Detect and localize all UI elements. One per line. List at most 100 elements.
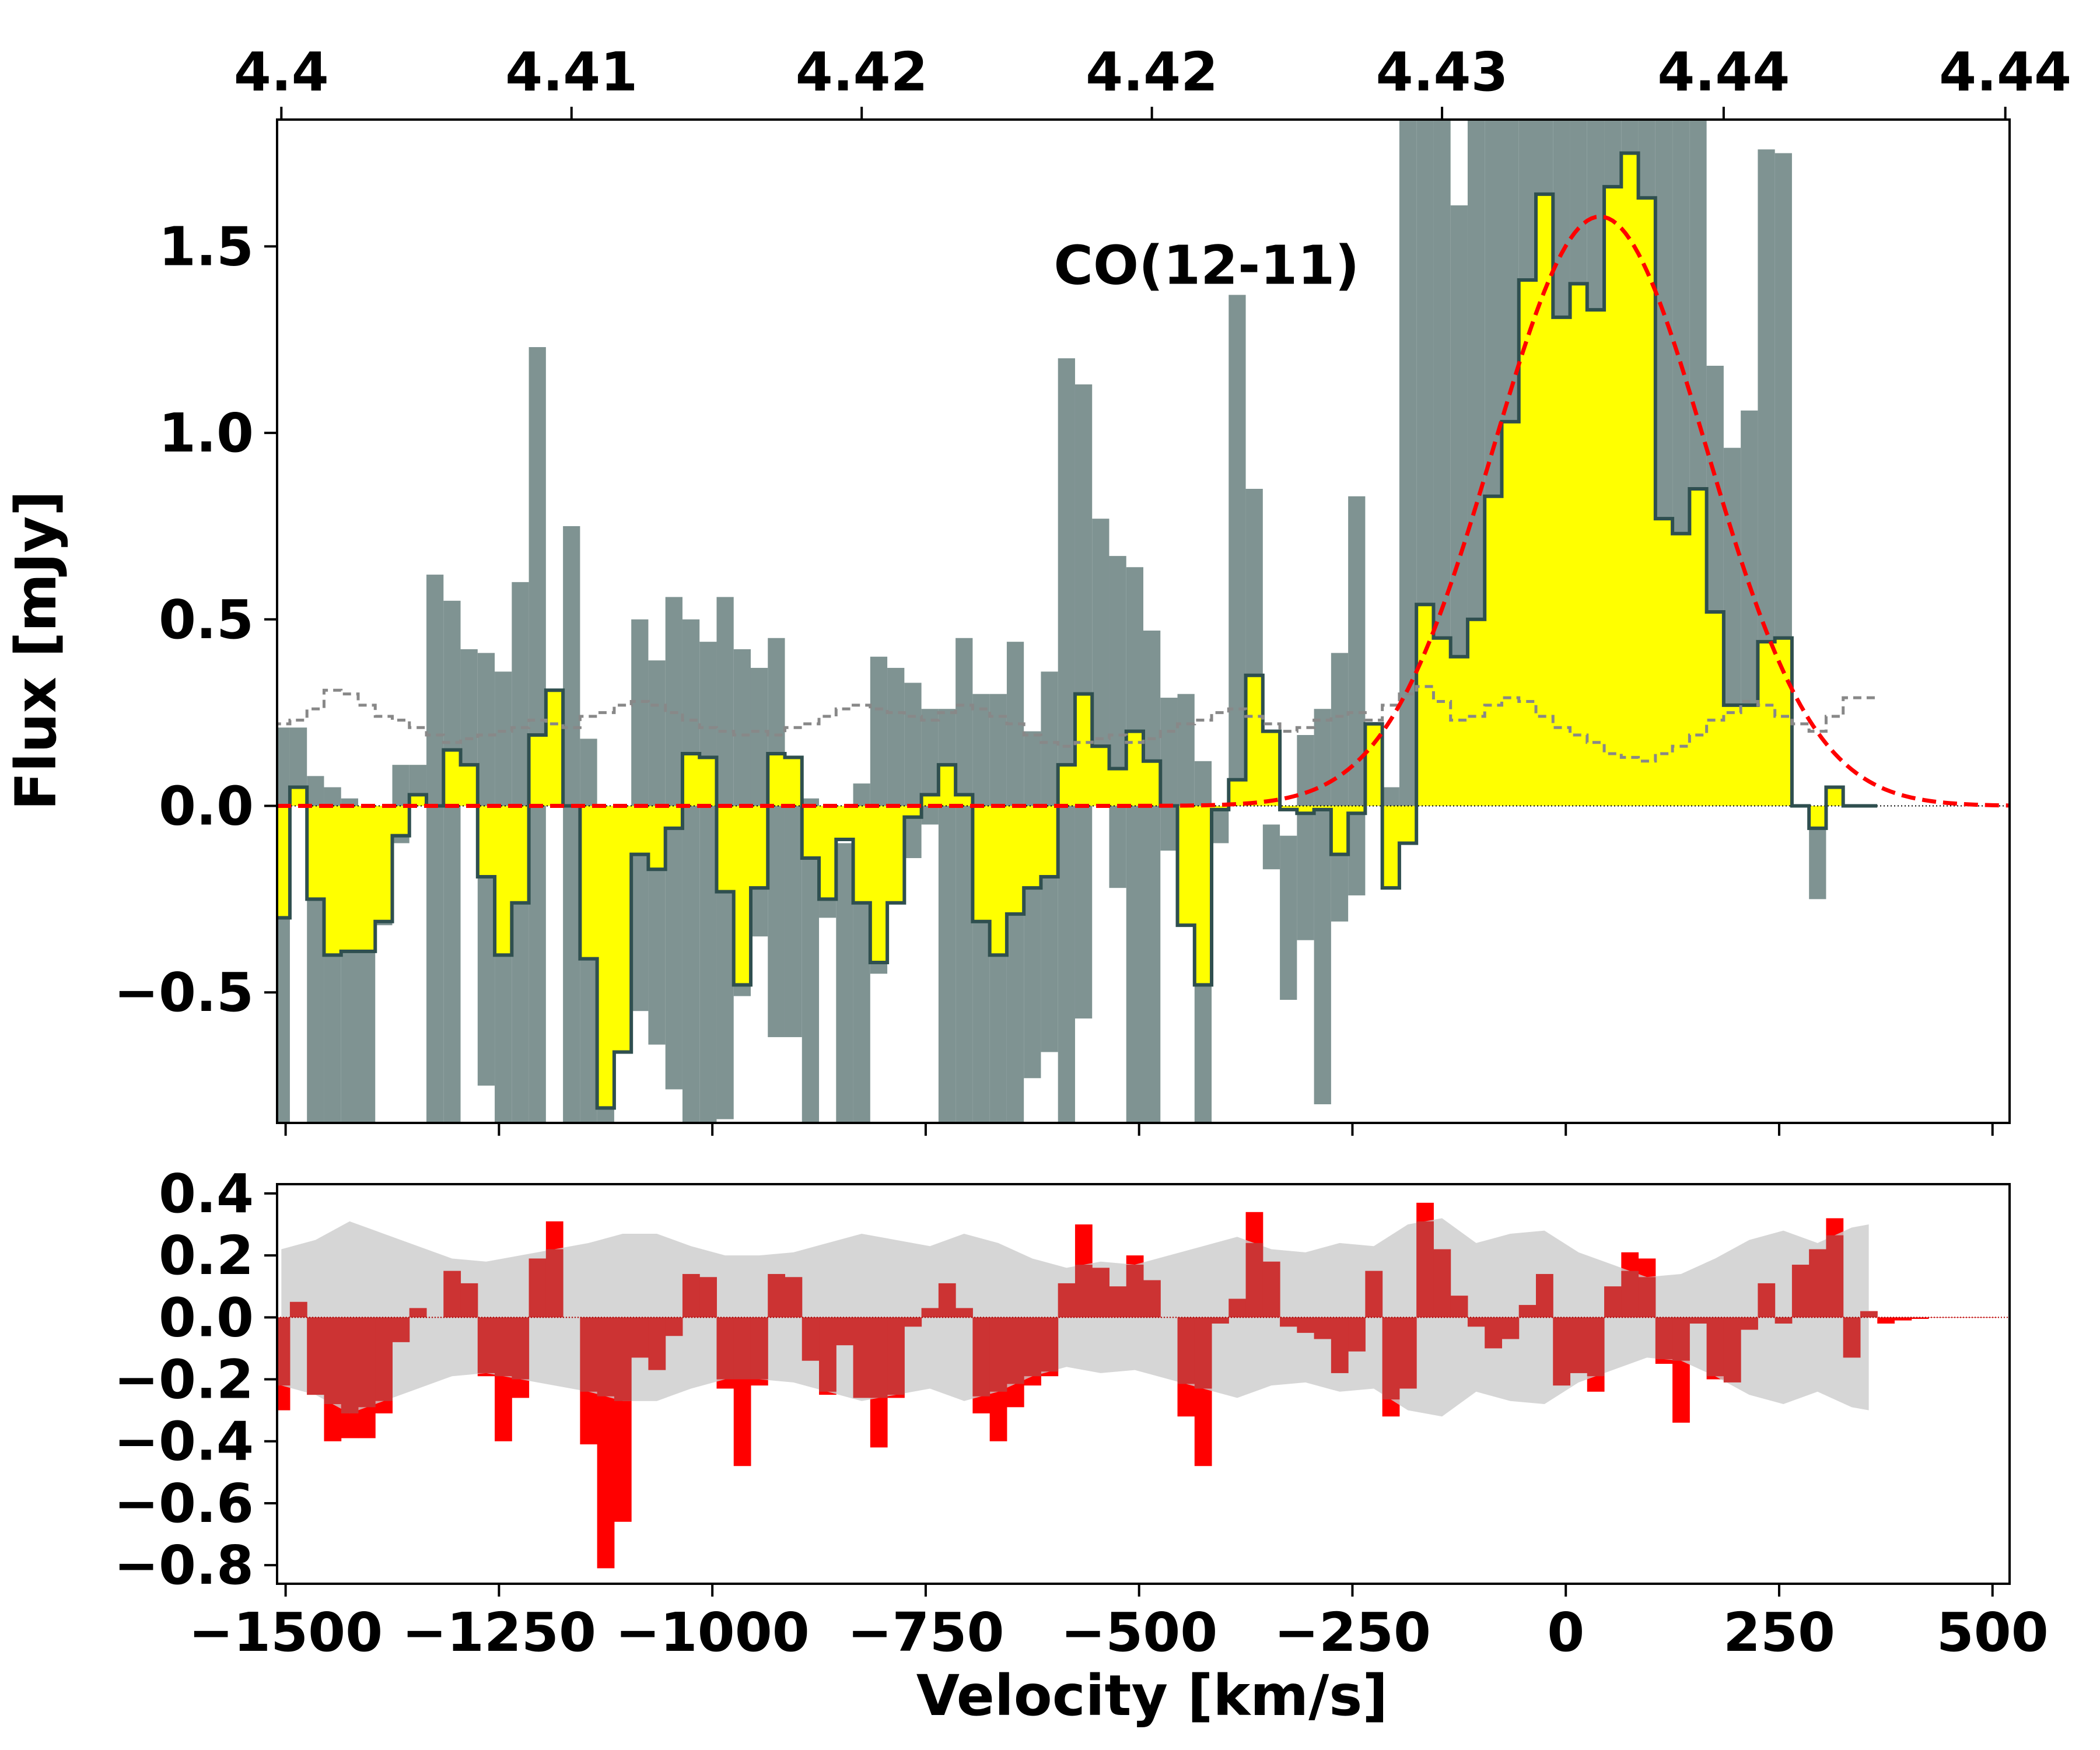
residual-bar-overlap [1074,1265,1093,1318]
residual-bar-overlap [289,1301,307,1318]
residual-bar-overlap [1006,1317,1024,1384]
residual-bar-overlap [1774,1317,1793,1324]
residual-bar-overlap [938,1283,956,1318]
spectrum-bar [1245,675,1264,806]
residual-bar [1894,1317,1912,1321]
residual-bar-overlap [1638,1277,1656,1318]
uncertainty-bar [1212,809,1229,844]
uncertainty-bar [904,682,922,859]
residual-x-tick-label: −750 [847,1601,1004,1664]
residual-panel: −0.8−0.6−0.4−0.20.00.20.4 −1500 −1250 −1000… [114,1163,2049,1664]
residual-bar-overlap [1382,1317,1400,1400]
spectrum-bar [1058,765,1076,806]
uncertainty-bar [1160,698,1178,851]
residual-bar-overlap [768,1273,786,1318]
residual-y-tick-label: −0.4 [114,1410,254,1473]
y-axis-title: Flux [mJy] [4,491,69,810]
uncertainty-bar [563,526,580,1123]
uncertainty-bar [785,768,802,1037]
residual-x-tick-label: −250 [1274,1601,1431,1664]
uncertainty-bar [1262,824,1280,870]
spectrum-bar [1758,642,1776,806]
residual-bar-overlap [665,1317,683,1336]
line-annotation: CO(12-11) [1054,234,1359,296]
residual-x-tick-label: −1250 [402,1601,596,1664]
spectrum-bar [460,765,478,806]
spectrum-bar [921,794,939,806]
residual-bar-overlap [1809,1249,1826,1318]
uncertainty-bar [1297,735,1314,940]
residual-bar-overlap [1518,1305,1536,1318]
spectrum-bar [768,753,786,806]
residual-bar-overlap [1177,1317,1195,1384]
residual-bar-overlap [1843,1317,1861,1358]
spectrum-bar [1655,519,1673,806]
uncertainty-bar [750,667,768,937]
residual-bar-overlap [1399,1317,1417,1389]
residual-bar-overlap [460,1283,478,1318]
spectrum-bar [324,806,342,956]
residual-bar-overlap [1758,1283,1776,1318]
spectrum-bar [1604,187,1622,806]
spectrum-bar [1092,746,1110,806]
residual-bar-overlap [836,1317,854,1346]
spectrum-bar [1314,806,1332,810]
spectrum-bar [1262,731,1280,806]
spectrum-bar [1297,806,1315,814]
residual-bar-overlap [1587,1317,1605,1377]
residual-bar-overlap [870,1317,888,1398]
uncertainty-bar [682,619,700,1123]
residual-bar-overlap [477,1317,495,1373]
residual-bar-overlap [1860,1311,1878,1318]
spectrum-bar [631,806,649,855]
residual-bar-overlap [1604,1286,1622,1318]
y-tick-label: 0.0 [159,775,254,838]
noise-line [277,685,1878,763]
spectrum-bar [1433,638,1451,806]
spectrum-bar [1416,604,1434,806]
residual-bar-overlap [1280,1317,1297,1327]
uncertainty-bar [1280,835,1297,1000]
spectrum-bar [665,806,683,828]
residual-x-tick-label: −1000 [615,1601,810,1664]
residual-bar-overlap [358,1317,376,1408]
uncertainty-bar [1228,295,1246,799]
residual-bar-overlap [1348,1317,1366,1352]
residual-bar-overlap [802,1317,820,1361]
spectrum-bar [870,806,888,963]
residual-bar-overlap [614,1317,632,1401]
uncertainty-bar [1024,731,1041,1079]
uncertainty-bar [1348,496,1366,895]
spectrum-bar [853,806,871,903]
residual-bar-overlap [1672,1317,1690,1361]
residual-x-tick-label: 0 [1547,1601,1584,1664]
spectrum-bar [836,806,854,840]
residual-bar-overlap [1194,1317,1212,1389]
uncertainty-bar [836,843,853,1123]
residual-bar-overlap [1092,1268,1110,1318]
residual-y-tick-label: −0.6 [114,1472,254,1535]
residual-bar-overlap [512,1317,530,1380]
residual-bar-overlap [921,1308,939,1318]
spectrum-bar [1467,619,1485,806]
residual-bar [1877,1317,1895,1324]
uncertainty-bar [956,638,973,1123]
spectrum-bar [341,806,359,951]
spectrum-bar [938,765,956,806]
y-tick-label: 1.5 [159,215,254,278]
spectrum-bar [528,735,547,806]
uncertainty-bar [699,642,717,1123]
residual-y-tick-label: −0.2 [114,1349,254,1411]
spectrum-bar [358,806,376,951]
residual-bar-overlap [904,1317,922,1327]
top-x-tick-label: 4.43 [1376,41,1508,103]
residual-bar-overlap [1433,1249,1451,1318]
top-x-tick-label: 4.44 [1657,41,1790,103]
uncertainty-bar [665,597,682,1090]
spectrum-bar [785,757,803,806]
spectrum-bar [443,750,461,806]
top-x-tick-label: 4.42 [1086,41,1218,103]
spectrum-bar [699,757,717,806]
spectrum-bar [1741,705,1758,806]
residual-bar-overlap [853,1317,871,1398]
